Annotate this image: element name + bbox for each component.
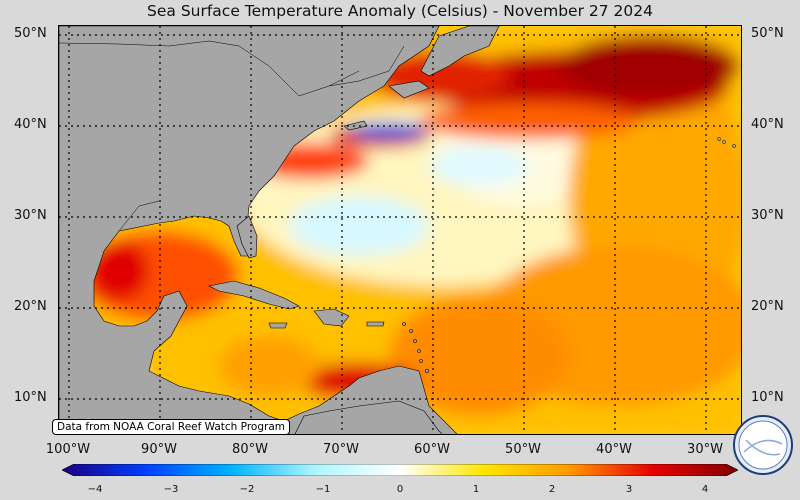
lon-label: 100°W — [45, 442, 91, 457]
lat-label-right: 50°N — [751, 26, 784, 41]
lon-label: 70°W — [323, 442, 359, 457]
data-credit: Data from NOAA Coral Reef Watch Program — [52, 419, 290, 435]
map-title: Sea Surface Temperature Anomaly (Celsius… — [147, 2, 653, 20]
colorbar-tick: 0 — [396, 484, 404, 495]
graticule — [59, 26, 741, 434]
lon-label: 40°W — [596, 442, 632, 457]
lat-label-right: 20°N — [751, 299, 784, 314]
colorbar-tick: −1 — [315, 484, 331, 495]
map-canvas — [59, 26, 741, 434]
lat-label-right: 10°N — [751, 390, 784, 405]
lat-label-left: 20°N — [14, 299, 47, 314]
colorbar-tick: 1 — [472, 484, 480, 495]
lon-label: 50°W — [505, 442, 541, 457]
lat-label-left: 10°N — [14, 390, 47, 405]
colorbar-tick: −2 — [239, 484, 255, 495]
lat-label-left: 50°N — [14, 26, 47, 41]
lat-label-left: 40°N — [14, 117, 47, 132]
lesser-antilles — [402, 322, 430, 374]
lon-label: 90°W — [141, 442, 177, 457]
colorbar-tick: −3 — [163, 484, 179, 495]
lon-label: 60°W — [414, 442, 450, 457]
sst-anomaly-map — [58, 25, 742, 435]
colorbar — [62, 464, 738, 476]
azores — [717, 137, 736, 148]
lon-label: 80°W — [232, 442, 268, 457]
land-masses — [59, 26, 500, 434]
lat-label-left: 30°N — [14, 208, 47, 223]
lat-label-right: 40°N — [751, 117, 784, 132]
borders — [59, 40, 405, 232]
colorbar-gradient — [62, 464, 738, 476]
lat-label-right: 30°N — [751, 208, 784, 223]
colorbar-tick: 4 — [701, 484, 709, 495]
nexlab-logo — [733, 415, 793, 475]
colorbar-tick: −4 — [87, 484, 103, 495]
lon-label: 30°W — [687, 442, 723, 457]
colorbar-tick: 3 — [625, 484, 633, 495]
colorbar-tick: 2 — [548, 484, 556, 495]
